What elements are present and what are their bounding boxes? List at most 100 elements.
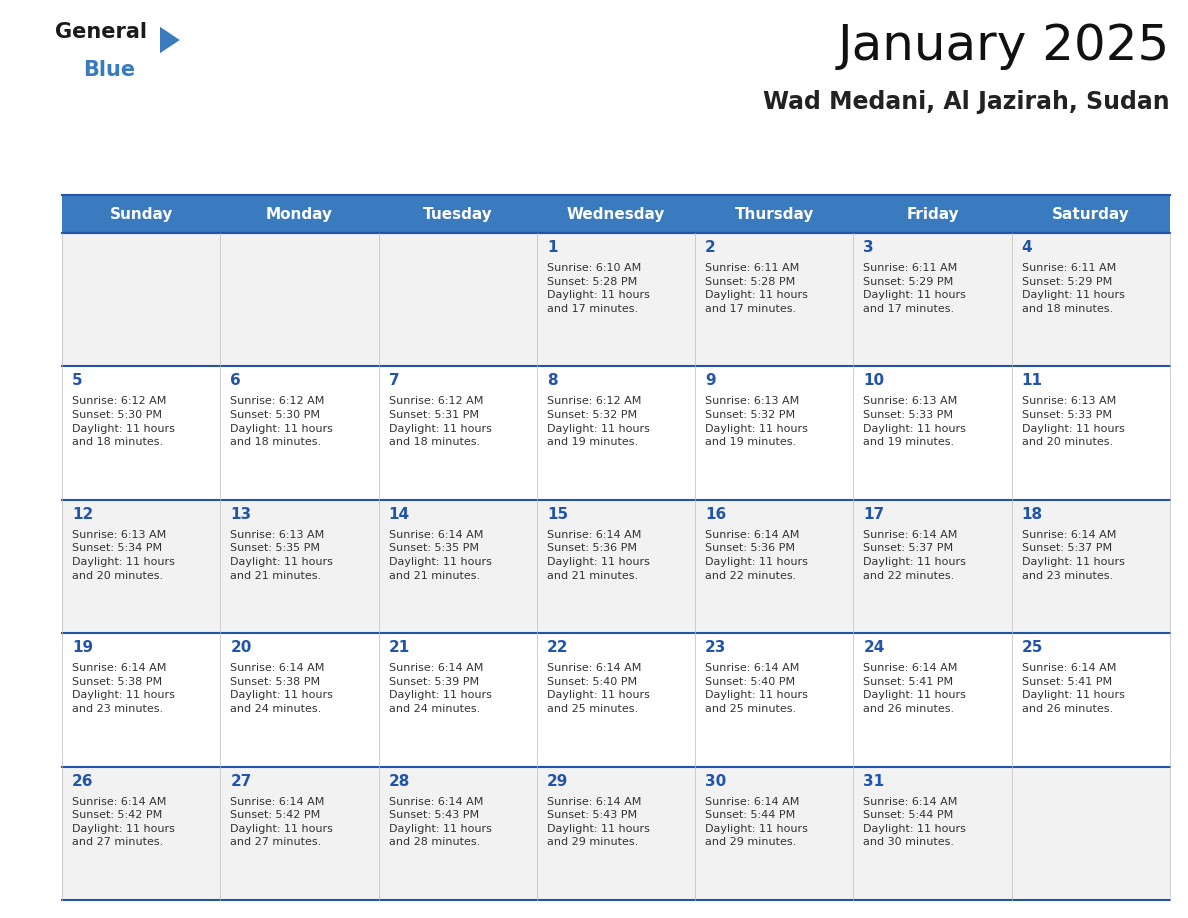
Bar <box>853 366 1012 499</box>
Text: 5: 5 <box>72 374 83 388</box>
Text: Sunrise: 6:13 AM
Sunset: 5:34 PM
Daylight: 11 hours
and 20 minutes.: Sunrise: 6:13 AM Sunset: 5:34 PM Dayligh… <box>72 530 175 580</box>
Text: Sunrise: 6:14 AM
Sunset: 5:44 PM
Daylight: 11 hours
and 29 minutes.: Sunrise: 6:14 AM Sunset: 5:44 PM Dayligh… <box>706 797 808 847</box>
Text: Sunrise: 6:13 AM
Sunset: 5:33 PM
Daylight: 11 hours
and 20 minutes.: Sunrise: 6:13 AM Sunset: 5:33 PM Dayligh… <box>1022 397 1125 447</box>
Bar <box>537 366 695 499</box>
Bar <box>220 366 379 499</box>
Text: Sunrise: 6:14 AM
Sunset: 5:38 PM
Daylight: 11 hours
and 24 minutes.: Sunrise: 6:14 AM Sunset: 5:38 PM Dayligh… <box>230 663 333 714</box>
Text: Sunrise: 6:14 AM
Sunset: 5:37 PM
Daylight: 11 hours
and 22 minutes.: Sunrise: 6:14 AM Sunset: 5:37 PM Dayligh… <box>864 530 966 580</box>
Text: Sunrise: 6:14 AM
Sunset: 5:41 PM
Daylight: 11 hours
and 26 minutes.: Sunrise: 6:14 AM Sunset: 5:41 PM Dayligh… <box>1022 663 1125 714</box>
Text: Sunrise: 6:14 AM
Sunset: 5:42 PM
Daylight: 11 hours
and 27 minutes.: Sunrise: 6:14 AM Sunset: 5:42 PM Dayligh… <box>72 797 175 847</box>
Text: Saturday: Saturday <box>1053 207 1130 221</box>
Text: Sunrise: 6:14 AM
Sunset: 5:37 PM
Daylight: 11 hours
and 23 minutes.: Sunrise: 6:14 AM Sunset: 5:37 PM Dayligh… <box>1022 530 1125 580</box>
Bar <box>1012 499 1170 633</box>
Text: 26: 26 <box>72 774 94 789</box>
Text: Sunrise: 6:14 AM
Sunset: 5:35 PM
Daylight: 11 hours
and 21 minutes.: Sunrise: 6:14 AM Sunset: 5:35 PM Dayligh… <box>388 530 492 580</box>
Text: Wednesday: Wednesday <box>567 207 665 221</box>
Text: 1: 1 <box>546 240 557 255</box>
Bar <box>379 233 537 366</box>
Bar <box>695 195 853 233</box>
Text: Sunrise: 6:10 AM
Sunset: 5:28 PM
Daylight: 11 hours
and 17 minutes.: Sunrise: 6:10 AM Sunset: 5:28 PM Dayligh… <box>546 263 650 314</box>
Bar <box>379 366 537 499</box>
Bar <box>1012 633 1170 767</box>
Bar <box>62 233 220 366</box>
Bar <box>62 633 220 767</box>
Bar <box>695 233 853 366</box>
Text: 17: 17 <box>864 507 885 521</box>
Bar <box>1012 366 1170 499</box>
Bar <box>220 233 379 366</box>
Text: Sunrise: 6:14 AM
Sunset: 5:42 PM
Daylight: 11 hours
and 27 minutes.: Sunrise: 6:14 AM Sunset: 5:42 PM Dayligh… <box>230 797 333 847</box>
Text: 31: 31 <box>864 774 885 789</box>
Text: Sunrise: 6:14 AM
Sunset: 5:43 PM
Daylight: 11 hours
and 29 minutes.: Sunrise: 6:14 AM Sunset: 5:43 PM Dayligh… <box>546 797 650 847</box>
Bar <box>853 233 1012 366</box>
Text: Monday: Monday <box>266 207 333 221</box>
Bar <box>853 499 1012 633</box>
Bar <box>379 767 537 900</box>
Text: Sunrise: 6:13 AM
Sunset: 5:35 PM
Daylight: 11 hours
and 21 minutes.: Sunrise: 6:13 AM Sunset: 5:35 PM Dayligh… <box>230 530 333 580</box>
Bar <box>379 499 537 633</box>
Text: 29: 29 <box>546 774 568 789</box>
Text: 15: 15 <box>546 507 568 521</box>
Text: 3: 3 <box>864 240 874 255</box>
Text: Sunrise: 6:14 AM
Sunset: 5:38 PM
Daylight: 11 hours
and 23 minutes.: Sunrise: 6:14 AM Sunset: 5:38 PM Dayligh… <box>72 663 175 714</box>
Text: 24: 24 <box>864 640 885 655</box>
Bar <box>853 195 1012 233</box>
Text: 7: 7 <box>388 374 399 388</box>
Text: 11: 11 <box>1022 374 1043 388</box>
Text: Wad Medani, Al Jazirah, Sudan: Wad Medani, Al Jazirah, Sudan <box>764 90 1170 114</box>
Text: 10: 10 <box>864 374 885 388</box>
Text: 20: 20 <box>230 640 252 655</box>
Bar <box>853 767 1012 900</box>
Text: 23: 23 <box>706 640 727 655</box>
Text: Sunrise: 6:13 AM
Sunset: 5:33 PM
Daylight: 11 hours
and 19 minutes.: Sunrise: 6:13 AM Sunset: 5:33 PM Dayligh… <box>864 397 966 447</box>
Text: 19: 19 <box>72 640 93 655</box>
Text: Sunrise: 6:14 AM
Sunset: 5:44 PM
Daylight: 11 hours
and 30 minutes.: Sunrise: 6:14 AM Sunset: 5:44 PM Dayligh… <box>864 797 966 847</box>
Text: Sunrise: 6:14 AM
Sunset: 5:40 PM
Daylight: 11 hours
and 25 minutes.: Sunrise: 6:14 AM Sunset: 5:40 PM Dayligh… <box>706 663 808 714</box>
Bar <box>62 366 220 499</box>
Bar <box>695 633 853 767</box>
Text: Sunrise: 6:11 AM
Sunset: 5:28 PM
Daylight: 11 hours
and 17 minutes.: Sunrise: 6:11 AM Sunset: 5:28 PM Dayligh… <box>706 263 808 314</box>
Polygon shape <box>160 27 179 53</box>
Text: 25: 25 <box>1022 640 1043 655</box>
Text: 22: 22 <box>546 640 568 655</box>
Text: January 2025: January 2025 <box>838 22 1170 70</box>
Text: Tuesday: Tuesday <box>423 207 493 221</box>
Text: 9: 9 <box>706 374 715 388</box>
Bar <box>537 233 695 366</box>
Text: Sunrise: 6:14 AM
Sunset: 5:39 PM
Daylight: 11 hours
and 24 minutes.: Sunrise: 6:14 AM Sunset: 5:39 PM Dayligh… <box>388 663 492 714</box>
Bar <box>220 767 379 900</box>
Text: Sunrise: 6:11 AM
Sunset: 5:29 PM
Daylight: 11 hours
and 17 minutes.: Sunrise: 6:11 AM Sunset: 5:29 PM Dayligh… <box>864 263 966 314</box>
Bar <box>220 633 379 767</box>
Text: General: General <box>55 22 147 42</box>
Text: 16: 16 <box>706 507 726 521</box>
Text: Sunrise: 6:12 AM
Sunset: 5:30 PM
Daylight: 11 hours
and 18 minutes.: Sunrise: 6:12 AM Sunset: 5:30 PM Dayligh… <box>230 397 333 447</box>
Text: Sunrise: 6:14 AM
Sunset: 5:43 PM
Daylight: 11 hours
and 28 minutes.: Sunrise: 6:14 AM Sunset: 5:43 PM Dayligh… <box>388 797 492 847</box>
Text: 13: 13 <box>230 507 252 521</box>
Text: 14: 14 <box>388 507 410 521</box>
Text: 2: 2 <box>706 240 716 255</box>
Bar <box>537 767 695 900</box>
Text: Sunday: Sunday <box>109 207 172 221</box>
Bar <box>853 633 1012 767</box>
Text: Sunrise: 6:14 AM
Sunset: 5:40 PM
Daylight: 11 hours
and 25 minutes.: Sunrise: 6:14 AM Sunset: 5:40 PM Dayligh… <box>546 663 650 714</box>
Text: Sunrise: 6:12 AM
Sunset: 5:32 PM
Daylight: 11 hours
and 19 minutes.: Sunrise: 6:12 AM Sunset: 5:32 PM Dayligh… <box>546 397 650 447</box>
Text: 28: 28 <box>388 774 410 789</box>
Text: Sunrise: 6:12 AM
Sunset: 5:31 PM
Daylight: 11 hours
and 18 minutes.: Sunrise: 6:12 AM Sunset: 5:31 PM Dayligh… <box>388 397 492 447</box>
Text: 4: 4 <box>1022 240 1032 255</box>
Text: Blue: Blue <box>83 60 135 80</box>
Bar <box>62 195 220 233</box>
Text: 12: 12 <box>72 507 93 521</box>
Text: Sunrise: 6:14 AM
Sunset: 5:36 PM
Daylight: 11 hours
and 22 minutes.: Sunrise: 6:14 AM Sunset: 5:36 PM Dayligh… <box>706 530 808 580</box>
Text: 21: 21 <box>388 640 410 655</box>
Text: Sunrise: 6:13 AM
Sunset: 5:32 PM
Daylight: 11 hours
and 19 minutes.: Sunrise: 6:13 AM Sunset: 5:32 PM Dayligh… <box>706 397 808 447</box>
Text: 18: 18 <box>1022 507 1043 521</box>
Text: Sunrise: 6:12 AM
Sunset: 5:30 PM
Daylight: 11 hours
and 18 minutes.: Sunrise: 6:12 AM Sunset: 5:30 PM Dayligh… <box>72 397 175 447</box>
Bar <box>537 633 695 767</box>
Bar <box>695 499 853 633</box>
Bar <box>537 499 695 633</box>
Bar <box>62 767 220 900</box>
Text: Friday: Friday <box>906 207 959 221</box>
Bar <box>62 499 220 633</box>
Bar <box>220 499 379 633</box>
Bar <box>1012 195 1170 233</box>
